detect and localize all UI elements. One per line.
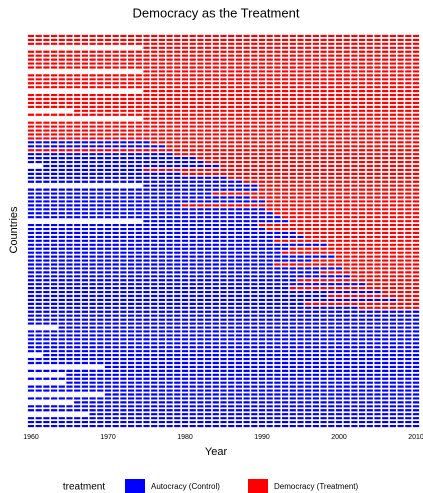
legend-swatch [248, 479, 268, 493]
legend-title: treatment [63, 482, 105, 493]
legend-label: Autocracy (Control) [151, 482, 220, 491]
chart-title: Democracy as the Treatment [133, 5, 300, 20]
x-tick-label: 1990 [254, 434, 270, 441]
x-tick-label: 1960 [23, 434, 39, 441]
legend-label: Democracy (Treatment) [274, 482, 359, 491]
x-axis-label: Year [205, 446, 228, 458]
x-tick-label: 2000 [331, 434, 347, 441]
x-tick-label: 1980 [177, 434, 193, 441]
x-tick-label: 2010 [408, 434, 423, 441]
legend-swatch [125, 479, 145, 493]
y-axis-label: Countries [8, 206, 20, 254]
x-tick-label: 1970 [100, 434, 116, 441]
